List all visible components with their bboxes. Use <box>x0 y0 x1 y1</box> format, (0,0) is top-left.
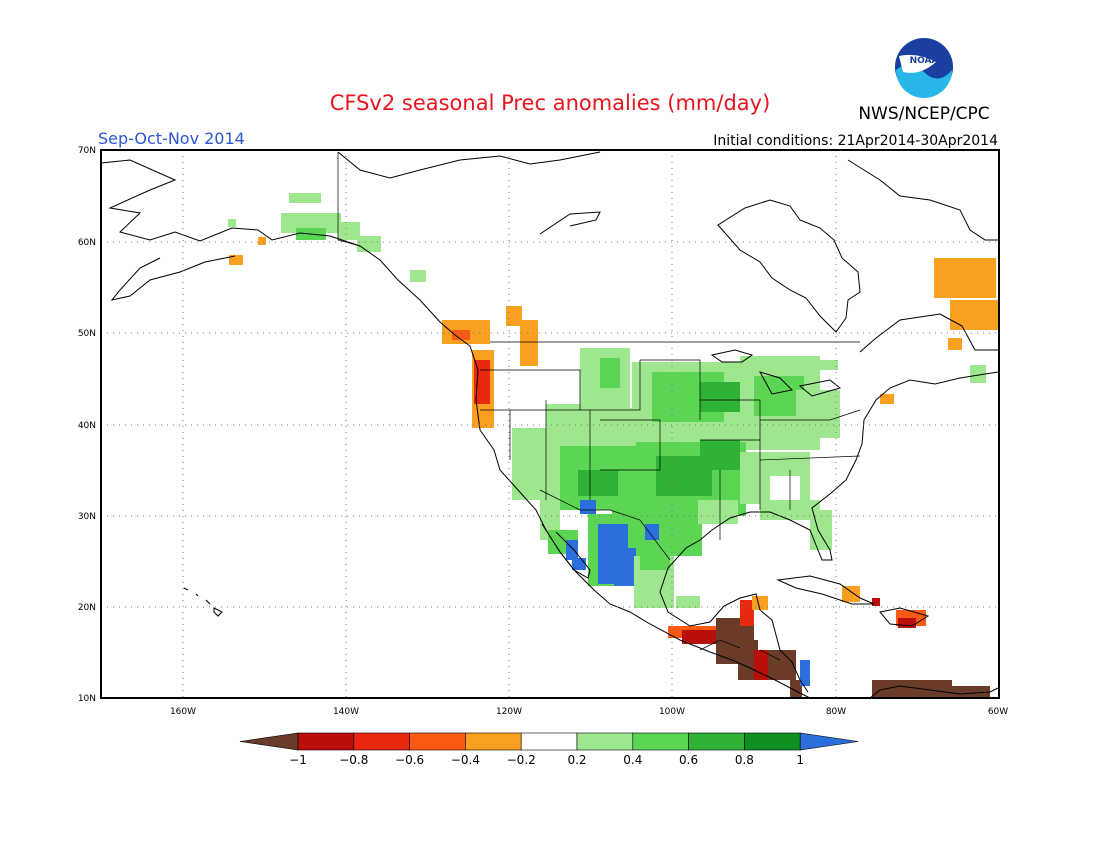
lon-label: 80W <box>826 707 846 717</box>
colorbar-arrow-high <box>799 732 859 751</box>
noaa-logo-text: NOAA <box>910 56 939 66</box>
colorbar-tick-label: 1 <box>796 753 804 767</box>
map-panel <box>100 149 1000 699</box>
colorbar-arrow-low <box>239 732 299 751</box>
colorbar-tick-label: 0.2 <box>567 753 586 767</box>
colorbar-swatch <box>520 732 578 751</box>
colorbar-swatch <box>576 732 634 751</box>
colorbar-swatch <box>688 732 745 751</box>
lat-label: 20N <box>78 603 96 613</box>
season-label: Sep-Oct-Nov 2014 <box>98 129 245 148</box>
colorbar-swatch <box>465 732 522 751</box>
lat-labels: 70N 60N 50N 40N 30N 20N 10N <box>78 146 96 704</box>
colorbar-swatch <box>353 732 410 751</box>
lat-label: 60N <box>78 238 96 248</box>
noaa-logo: NOAA <box>895 38 953 98</box>
colorbar-swatch <box>744 732 801 751</box>
initial-conditions: Initial conditions: 21Apr2014-30Apr2014 <box>713 133 998 149</box>
colorbar: −1 −0.8 −0.6 −0.4 −0.2 0.2 0.4 0.6 0.8 1 <box>239 732 859 767</box>
colorbar-swatch <box>297 732 355 751</box>
colorbar-tick-label: −0.2 <box>507 753 536 767</box>
colorbar-swatch <box>632 732 689 751</box>
colorbar-tick-label: −0.8 <box>339 753 368 767</box>
map-frame <box>100 149 1000 699</box>
gridlines <box>101 150 999 698</box>
lon-label: 100W <box>659 707 685 717</box>
coastlines <box>100 151 999 699</box>
lon-label: 60W <box>988 707 1008 717</box>
colorbar-tick-label: −1 <box>289 753 307 767</box>
lat-label: 30N <box>78 512 96 522</box>
colorbar-tick-label: 0.4 <box>623 753 642 767</box>
borders <box>337 152 861 661</box>
colorbar-tick-label: 0.6 <box>679 753 698 767</box>
map-title: CFSv2 seasonal Prec anomalies (mm/day) <box>330 91 771 115</box>
lon-labels: 160W 140W 120W 100W 80W 60W <box>170 707 1008 717</box>
lat-label: 40N <box>78 421 96 431</box>
lon-label: 160W <box>170 707 196 717</box>
lat-label: 10N <box>78 694 96 704</box>
colorbar-tick-label: −0.6 <box>395 753 424 767</box>
colorbar-swatch <box>409 732 466 751</box>
colorbar-tick-label: 0.8 <box>735 753 754 767</box>
lon-label: 140W <box>333 707 359 717</box>
anomaly-shading <box>228 193 998 698</box>
lat-label: 50N <box>78 329 96 339</box>
lat-label: 70N <box>78 146 96 156</box>
lon-label: 120W <box>496 707 522 717</box>
colorbar-tick-label: −0.4 <box>451 753 480 767</box>
agency-label: NWS/NCEP/CPC <box>858 104 989 124</box>
